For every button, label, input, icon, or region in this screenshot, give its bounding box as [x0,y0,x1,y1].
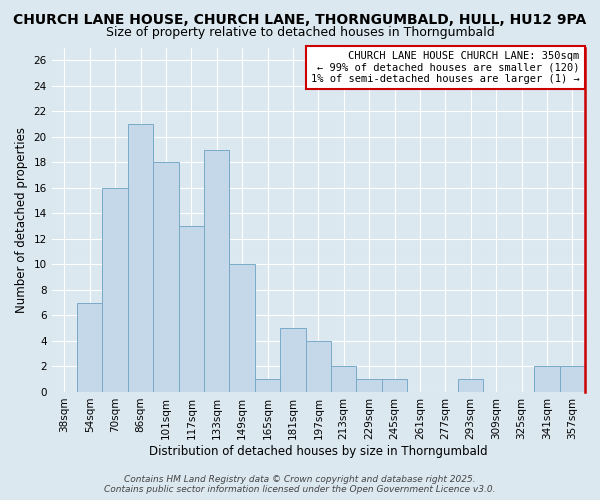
Bar [331,366,356,392]
Bar [356,379,382,392]
Bar [280,328,305,392]
Y-axis label: Number of detached properties: Number of detached properties [15,126,28,312]
Text: CHURCH LANE HOUSE, CHURCH LANE, THORNGUMBALD, HULL, HU12 9PA: CHURCH LANE HOUSE, CHURCH LANE, THORNGUM… [13,12,587,26]
Bar [255,379,280,392]
Text: Contains HM Land Registry data © Crown copyright and database right 2025.
Contai: Contains HM Land Registry data © Crown c… [104,474,496,494]
Text: CHURCH LANE HOUSE CHURCH LANE: 350sqm
← 99% of detached houses are smaller (120): CHURCH LANE HOUSE CHURCH LANE: 350sqm ← … [311,51,580,84]
Bar [458,379,484,392]
Bar [204,150,229,392]
Bar [534,366,560,392]
Bar [128,124,153,392]
X-axis label: Distribution of detached houses by size in Thorngumbald: Distribution of detached houses by size … [149,444,488,458]
Bar [560,366,585,392]
Bar [77,302,103,392]
Bar [153,162,179,392]
Bar [179,226,204,392]
Text: Size of property relative to detached houses in Thorngumbald: Size of property relative to detached ho… [106,26,494,39]
Bar [103,188,128,392]
Bar [305,341,331,392]
Bar [229,264,255,392]
Bar [382,379,407,392]
